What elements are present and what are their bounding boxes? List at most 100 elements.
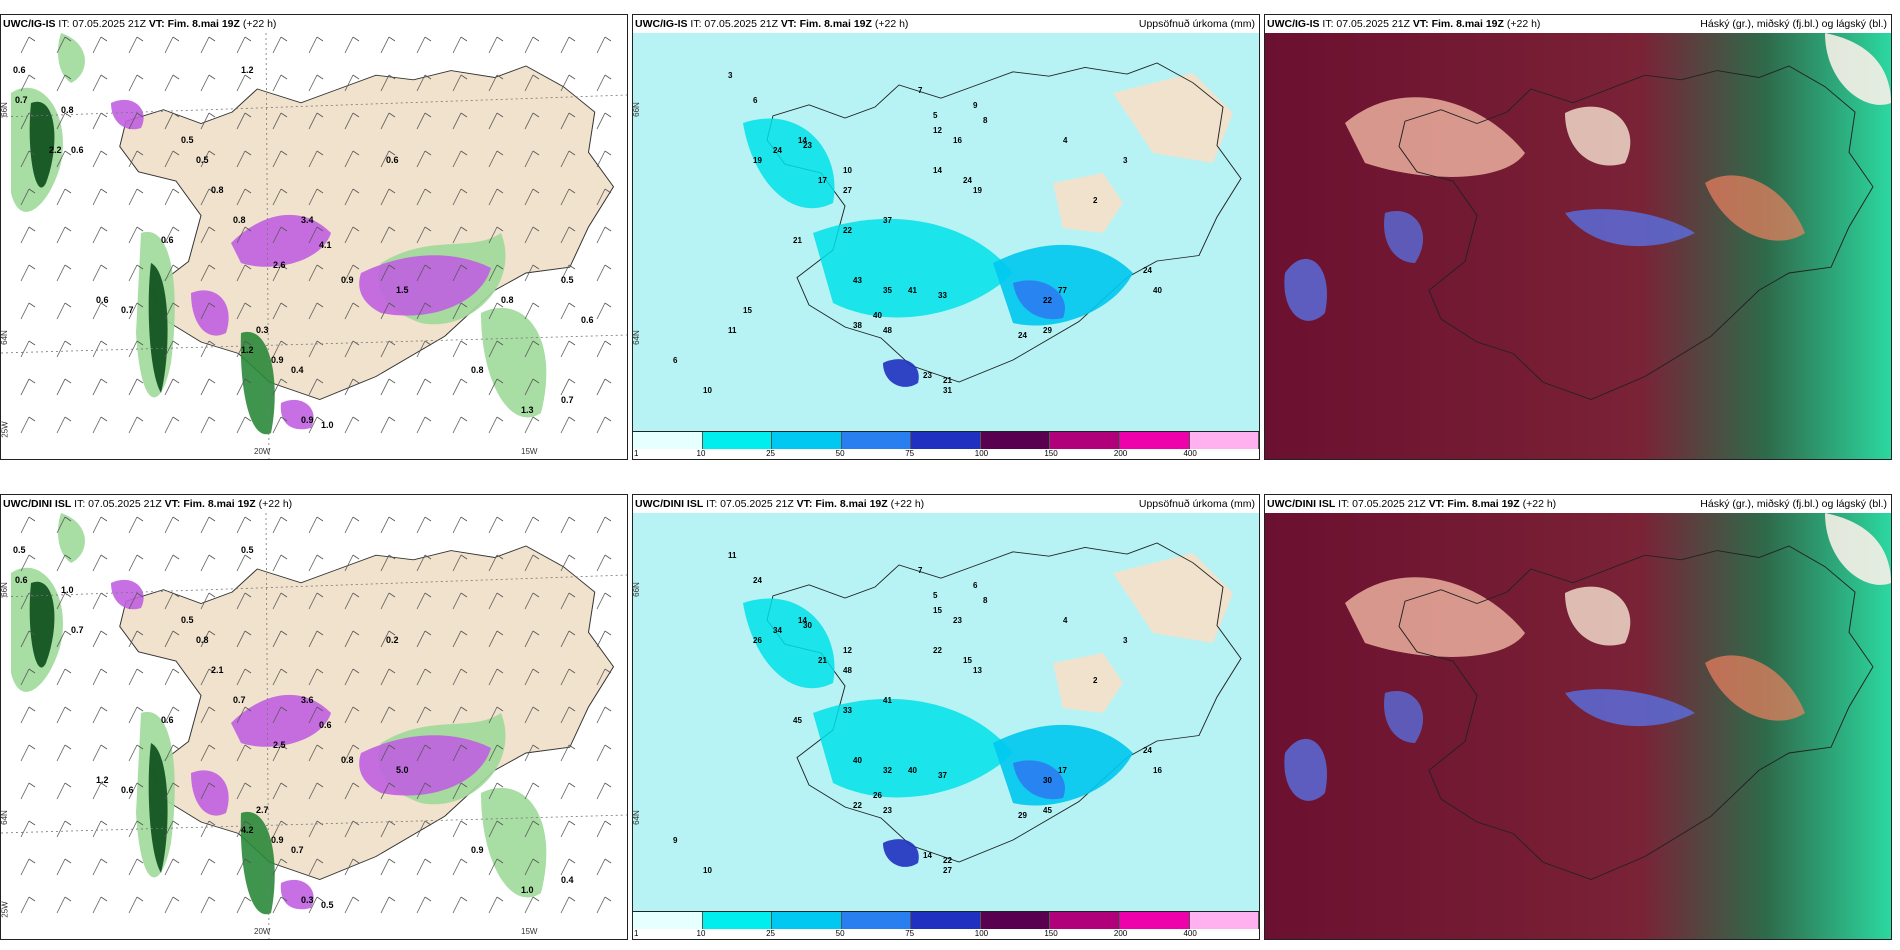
barb-flag [28, 264, 36, 270]
barb-staff [200, 554, 210, 572]
heavy-precip-area [231, 694, 331, 747]
barb-staff [488, 150, 498, 168]
wind-barb [56, 150, 72, 168]
barb-staff [236, 858, 246, 876]
barb-staff [416, 340, 426, 358]
wind-barb [272, 74, 288, 92]
barb-staff [128, 36, 138, 54]
low-cloud-area [1565, 209, 1695, 247]
barb-staff [416, 820, 426, 838]
barb-staff [128, 226, 138, 244]
wind-barb [524, 416, 540, 434]
barb-flag [28, 226, 36, 232]
wind-precip-map: 0.6 0.7 0.8 0.6 0.5 0.8 0.5 0.6 1.2 0.8 0.9 0.6 1.5 2… [1, 33, 627, 459]
barb-staff [452, 744, 462, 762]
precip-value-label: 3.6 [301, 695, 314, 705]
wind-barb [308, 36, 324, 54]
barb-staff [560, 226, 570, 244]
precip-value-label: 4 [1063, 616, 1068, 625]
precip-value-label: 1.0 [61, 585, 74, 595]
wind-barb [200, 554, 216, 572]
barb-staff [164, 668, 174, 686]
graticule-64n [1, 334, 627, 354]
barb-flag [604, 706, 612, 712]
barb-staff [236, 744, 246, 762]
barb-staff [524, 112, 534, 130]
barb-flag [568, 896, 576, 902]
precip-value-label: 24 [1143, 746, 1152, 755]
precip-area [481, 307, 547, 418]
barb-staff [56, 188, 66, 206]
precip-value-label: 21 [793, 236, 802, 245]
wind-barb [92, 858, 108, 876]
wind-barb [488, 302, 504, 320]
barb-flag [64, 188, 72, 194]
precip-10-25 [813, 698, 1013, 798]
wind-barb [380, 554, 396, 572]
precip-value-label: 0.6 [71, 145, 84, 155]
precip-value-label: 0.3 [256, 325, 269, 335]
wind-barb [128, 592, 144, 610]
wind-barb [488, 188, 504, 206]
wind-barb [164, 782, 180, 800]
wind-barb [272, 554, 288, 572]
barb-flag [244, 36, 252, 42]
barb-flag [604, 74, 612, 80]
barb-flag [28, 74, 36, 80]
precip-75-100 [883, 359, 919, 387]
wind-barb [344, 150, 360, 168]
wind-barb [236, 744, 252, 762]
barb-staff [416, 668, 426, 686]
barb-staff [164, 416, 174, 434]
barb-staff [452, 416, 462, 434]
barb-staff [56, 264, 66, 282]
barb-flag [136, 896, 144, 902]
wind-barb [308, 820, 324, 838]
barb-flag [172, 744, 180, 750]
barb-staff [344, 630, 354, 648]
wind-barb [20, 782, 36, 800]
barb-staff [20, 150, 30, 168]
barb-staff [308, 150, 318, 168]
barb-flag [100, 858, 108, 864]
wind-barb [344, 302, 360, 320]
precip-value-label: 3 [728, 71, 733, 80]
barb-staff [128, 264, 138, 282]
wind-barb [20, 416, 36, 434]
wind-barb [524, 554, 540, 572]
wind-barb [380, 226, 396, 244]
barb-staff [20, 896, 30, 914]
wind-barb [200, 592, 216, 610]
barb-staff [344, 340, 354, 358]
barb-flag [532, 36, 540, 42]
lon-label: 20W [254, 927, 271, 936]
wind-barb [452, 378, 468, 396]
barb-staff [92, 36, 102, 54]
precip-value-label: 40 [853, 756, 862, 765]
barb-staff [272, 706, 282, 724]
barb-staff [416, 378, 426, 396]
barb-staff [416, 416, 426, 434]
barb-staff [200, 896, 210, 914]
barb-flag [388, 264, 396, 270]
barb-flag [388, 858, 396, 864]
barb-staff [128, 706, 138, 724]
wind-barb [452, 302, 468, 320]
wind-barb [560, 378, 576, 396]
wind-barb [452, 150, 468, 168]
barb-staff [308, 516, 318, 534]
barb-staff [272, 74, 282, 92]
barb-staff [380, 150, 390, 168]
wind-barb [20, 340, 36, 358]
barb-staff [236, 516, 246, 534]
barb-flag [316, 858, 324, 864]
barb-flag [316, 264, 324, 270]
barb-staff [20, 706, 30, 724]
barb-flag [460, 858, 468, 864]
precip-value-label: 27 [943, 866, 952, 875]
precip-area [148, 263, 168, 393]
wind-barb [308, 592, 324, 610]
barb-flag [64, 896, 72, 902]
barb-staff [56, 858, 66, 876]
barb-staff [164, 630, 174, 648]
